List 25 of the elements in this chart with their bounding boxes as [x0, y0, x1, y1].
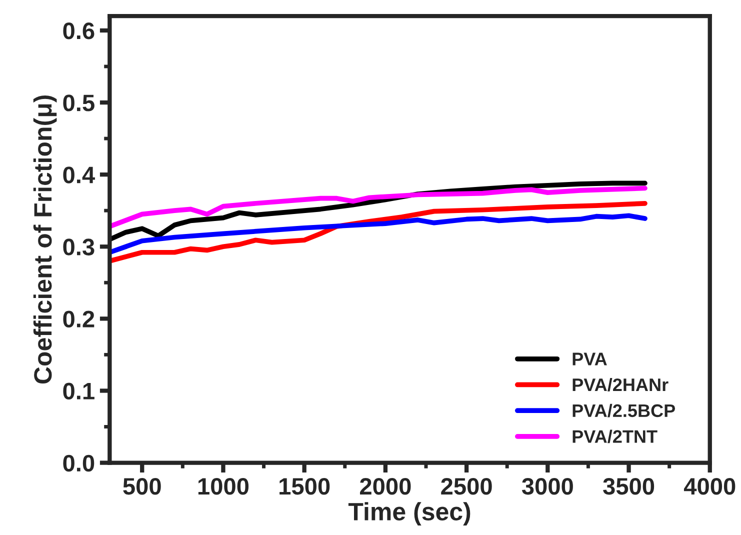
line-series — [110, 180, 648, 242]
x-tick-label: 2000 — [360, 478, 411, 495]
line-series — [110, 200, 648, 264]
x-tick-label: 3500 — [603, 478, 654, 495]
y-tick-label: 0.5 — [63, 94, 94, 112]
x-tick-label: 4000 — [684, 478, 736, 495]
x-tick-label: 500 — [123, 478, 161, 495]
line-series — [110, 213, 648, 255]
x-tick-label: 3000 — [522, 478, 573, 495]
y-tick-label: 0.1 — [63, 382, 94, 400]
legend-label: PVA/2.5BCP — [572, 404, 676, 418]
y-tick-label: 0.4 — [63, 166, 95, 184]
legend-label: PVA/2TNT — [572, 430, 658, 444]
y-tick-label: 0.0 — [63, 454, 94, 472]
x-tick-label: 2500 — [441, 478, 492, 495]
x-axis-title: Time (sec) — [348, 502, 470, 526]
y-axis-title: Coefficient of Friction(μ) — [33, 96, 57, 384]
legend-label: PVA/2HANr — [572, 378, 668, 392]
y-tick-label: 0.3 — [63, 238, 94, 256]
line-series — [110, 186, 648, 229]
y-tick-label: 0.6 — [63, 22, 94, 40]
x-tick-label: 1500 — [280, 478, 330, 495]
x-tick-label: 1000 — [198, 478, 249, 495]
legend-label: PVA — [572, 352, 607, 366]
y-tick-label: 0.2 — [63, 310, 94, 328]
